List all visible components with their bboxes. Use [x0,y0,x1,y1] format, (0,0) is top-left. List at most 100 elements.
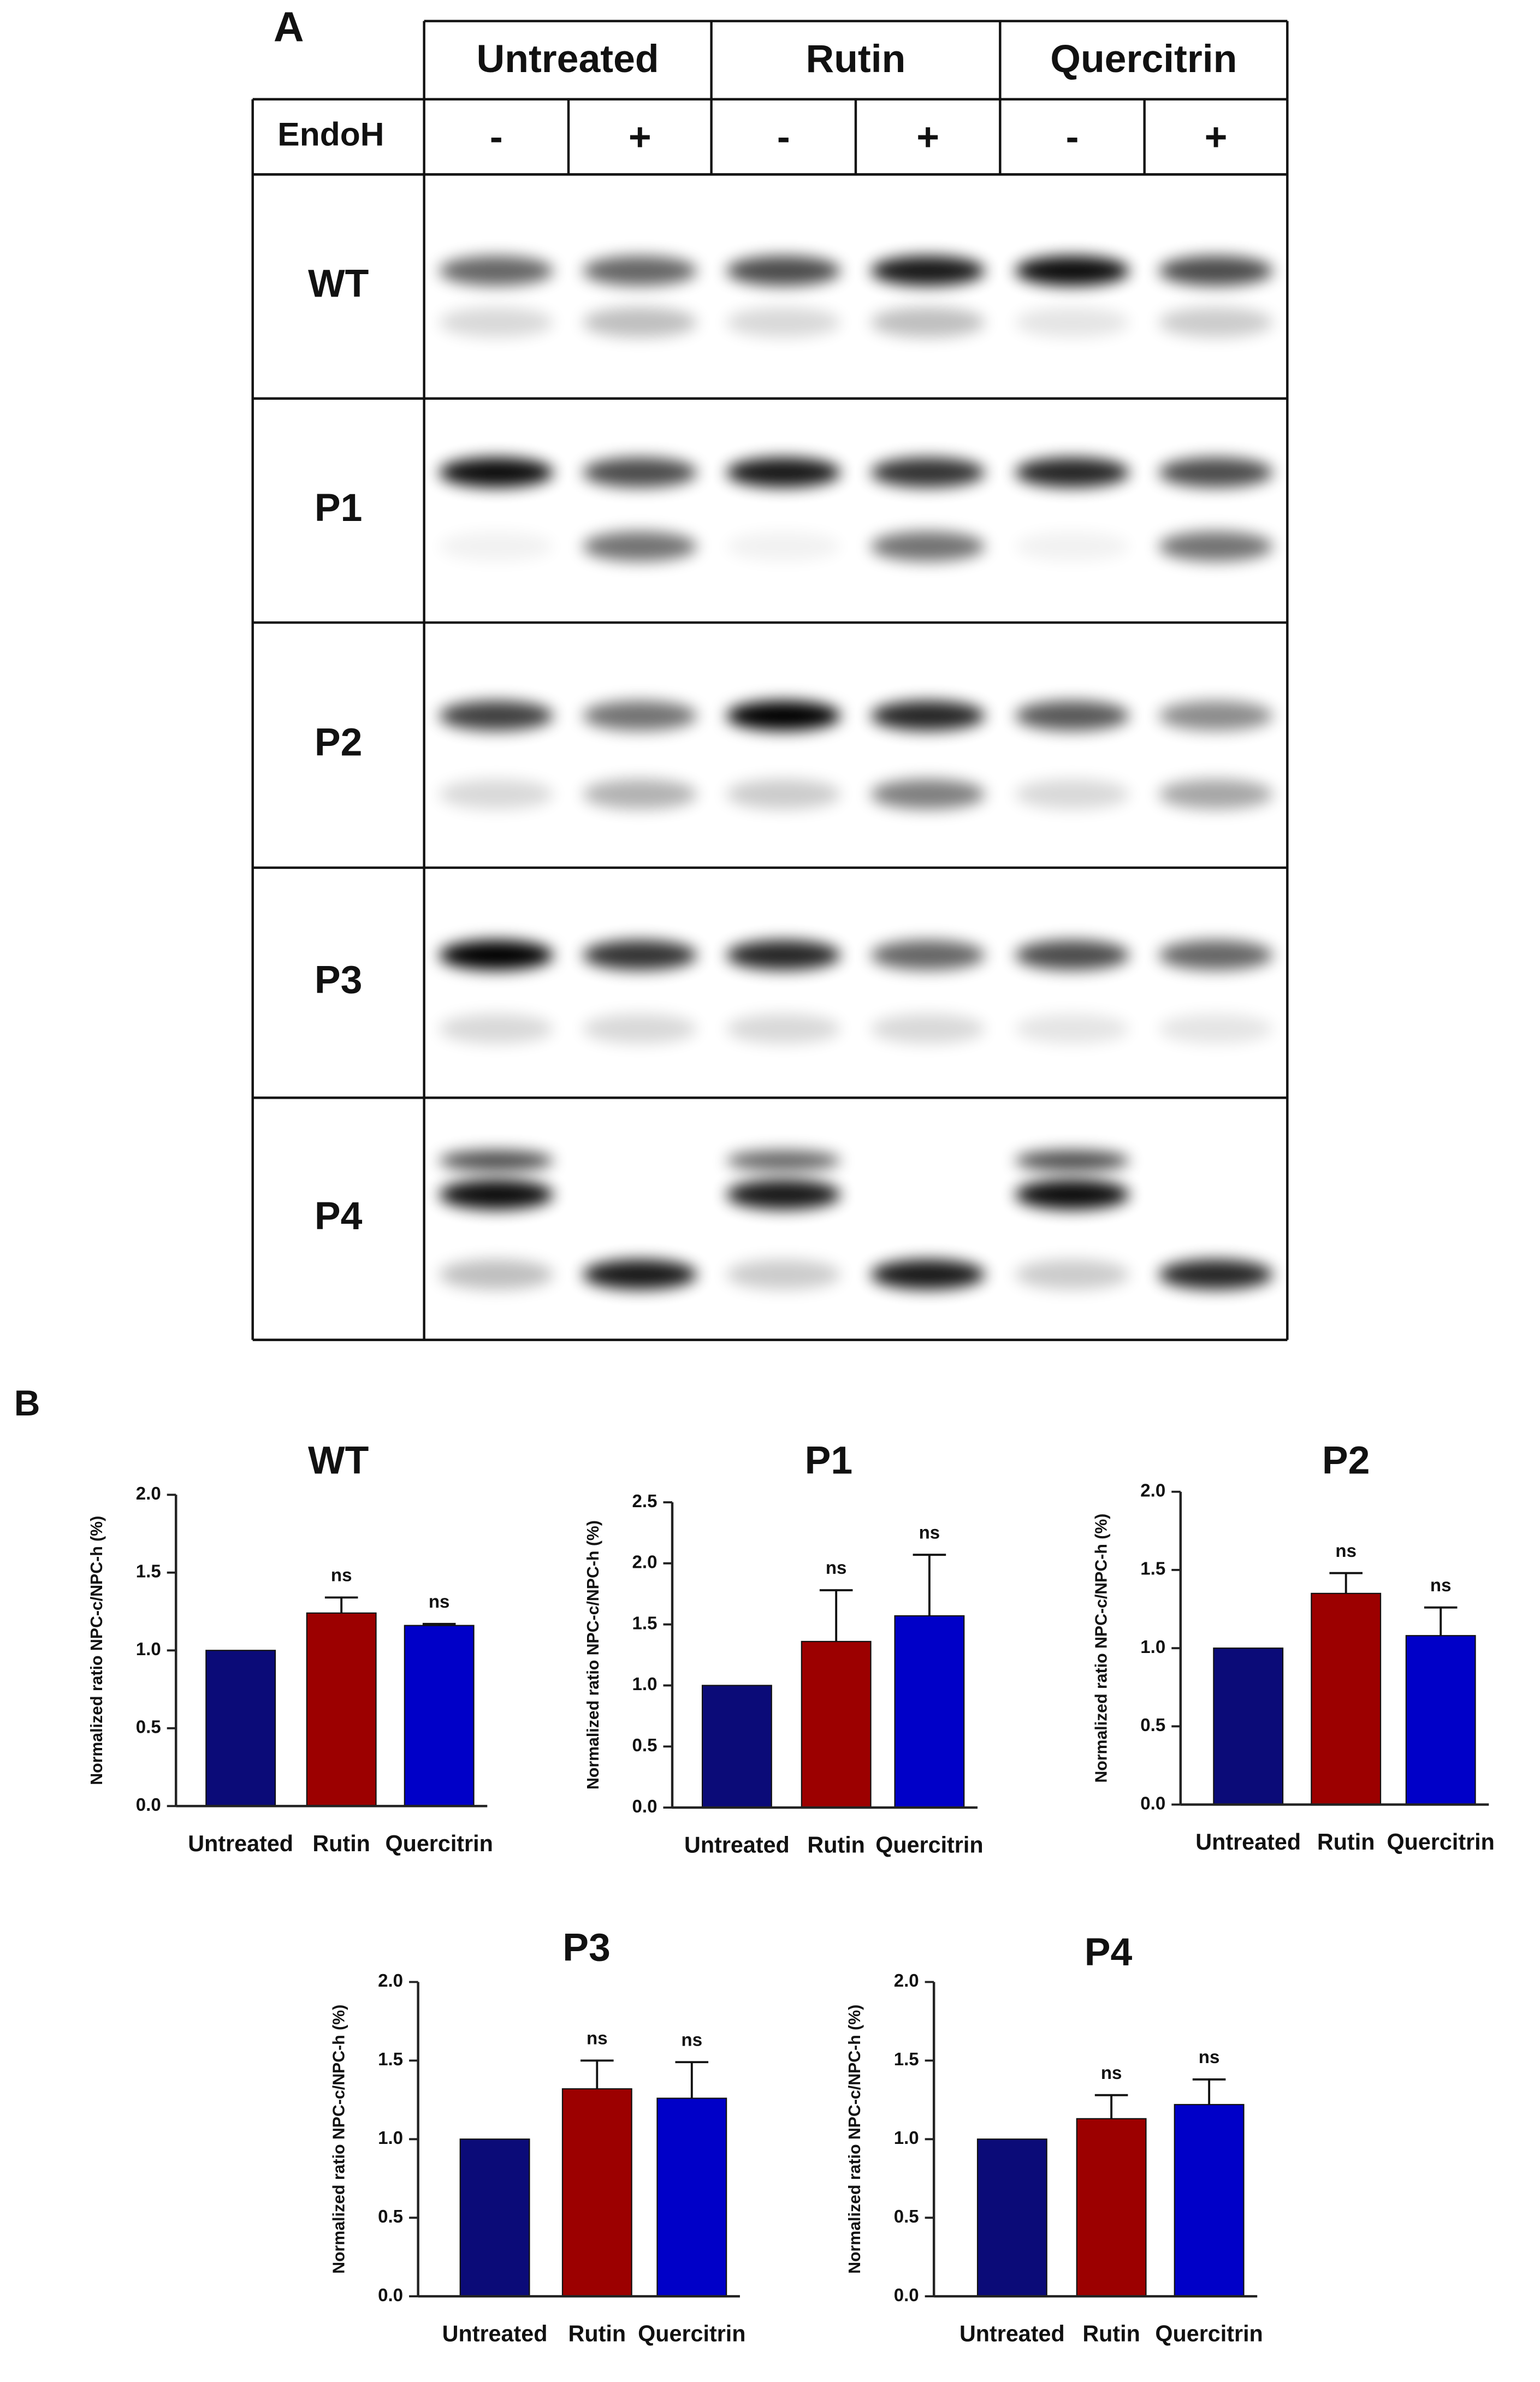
y-tick-label: 0.0 [1140,1793,1165,1814]
x-tick-label: Rutin [312,1831,370,1856]
blot-band [1015,701,1130,731]
x-tick-label: Rutin [1082,2321,1140,2347]
chart-title: P3 [562,1926,611,1970]
blot-band [1158,779,1274,809]
y-tick-label: 1.5 [1140,1559,1165,1579]
blot-band [583,779,697,809]
blot-band [726,307,841,337]
blot-band [583,256,697,286]
blot-band [583,307,697,337]
bar [894,1615,965,1809]
bar [1076,2118,1147,2297]
x-tick-label: Untreated [959,2321,1065,2347]
y-axis-label: Normalized ratio NPC-c/NPC-h (%) [846,2005,864,2274]
y-tick-label: 2.5 [632,1491,658,1512]
y-tick-label: 0.5 [1140,1715,1165,1735]
endoh-sign: + [916,115,939,159]
y-tick-label: 1.0 [894,2128,919,2148]
bar [1213,1648,1284,1805]
x-tick-label: Rutin [568,2321,626,2347]
y-tick-label: 0.0 [378,2285,403,2306]
blot-band [439,701,554,731]
panel-label: B [14,1383,40,1424]
x-tick-label: Untreated [684,1833,790,1858]
blot-band [726,1014,841,1044]
error-bar [1329,1572,1363,1593]
blot-band [726,256,841,286]
chart-title: P2 [1322,1438,1370,1482]
significance-label: ns [331,1566,352,1586]
blot-image [439,256,1274,1290]
blot-band [870,1259,985,1290]
blot-band [870,1014,985,1044]
blot-band [439,1180,554,1210]
blot-band [726,701,841,731]
y-tick-label: 1.0 [1140,1637,1165,1657]
treatment-header: Quercitrin [1050,37,1237,81]
endoh-sign: - [777,115,790,159]
error-bar [1094,2094,1128,2119]
blot-band [583,531,697,562]
treatment-header: Untreated [477,37,659,81]
y-axis-label: Normalized ratio NPC-c/NPC-h (%) [330,2005,348,2274]
endoh-sign: - [1066,115,1079,159]
bar [1174,2103,1245,2297]
error-bar [819,1589,853,1642]
y-tick-label: 2.0 [894,1971,919,1991]
blot-band [870,531,985,562]
blot-band [1158,1259,1274,1290]
x-tick-label: Untreated [442,2321,548,2347]
row-label: P4 [315,1194,363,1238]
x-tick-label: Quercitrin [1155,2321,1263,2347]
y-tick-label: 2.0 [1140,1480,1165,1501]
y-axis-label: Normalized ratio NPC-c/NPC-h (%) [1093,1514,1111,1783]
error-bar [422,1622,456,1626]
blot-band [1015,779,1130,809]
blot-band [1158,307,1274,337]
blot-band [1015,307,1130,337]
endoh-sign: + [629,115,651,159]
bar [976,2138,1047,2297]
x-tick-label: Rutin [807,1833,865,1858]
row-label: P1 [315,486,363,530]
significance-label: ns [1101,2063,1122,2083]
blot-band [726,1180,841,1210]
blot-band [439,531,554,562]
y-tick-label: 0.5 [632,1735,658,1756]
blot-band [1158,256,1274,286]
bar [801,1640,872,1809]
blot-band [1158,701,1274,731]
panel-label: A [274,3,304,50]
blot-band [583,940,697,970]
y-tick-label: 0.5 [136,1717,161,1738]
blot-band [1015,457,1130,488]
blot-band [1015,1014,1130,1044]
blot-band [870,940,985,970]
error-bar [675,2061,709,2099]
blot-band [870,701,985,731]
blot-band [439,256,554,286]
blot-band [439,1259,554,1290]
significance-label: ns [919,1522,940,1543]
blot-band [1158,1014,1274,1044]
y-tick-label: 1.0 [378,2128,403,2148]
blot-band [583,457,697,488]
y-tick-label: 0.0 [632,1797,658,1817]
blot-band [1158,940,1274,970]
bar [1405,1635,1476,1805]
blot-band [1158,531,1274,562]
y-tick-label: 0.0 [894,2285,919,2306]
error-bar [1192,2078,1226,2105]
significance-label: ns [1199,2047,1220,2067]
bar [306,1612,377,1807]
x-tick-label: Quercitrin [638,2321,745,2347]
blot-band [870,307,985,337]
x-tick-label: Quercitrin [875,1833,983,1858]
y-tick-label: 1.0 [136,1639,161,1660]
bar [701,1685,772,1809]
x-tick-label: Untreated [1195,1829,1301,1854]
bar [1311,1592,1382,1805]
endoh-sign: + [1205,115,1228,159]
blot-band [439,307,554,337]
